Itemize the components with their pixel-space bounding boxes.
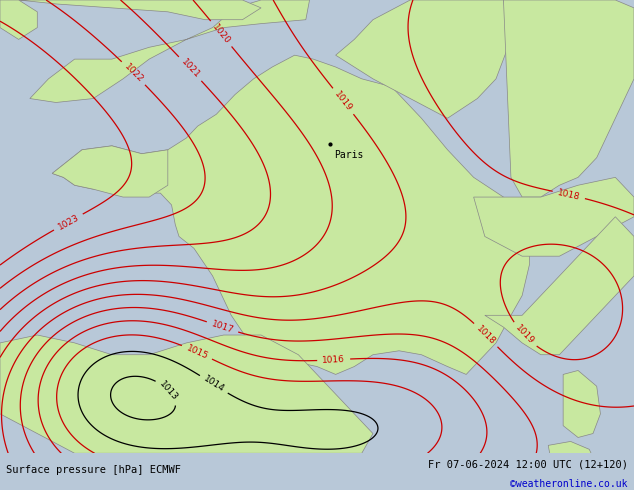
Text: 1015: 1015: [184, 343, 209, 361]
Text: 1014: 1014: [202, 374, 226, 394]
Text: Paris: Paris: [335, 149, 364, 160]
Text: Fr 07-06-2024 12:00 UTC (12+120): Fr 07-06-2024 12:00 UTC (12+120): [428, 459, 628, 469]
Text: 1019: 1019: [333, 89, 354, 113]
Polygon shape: [548, 441, 600, 490]
Text: 1018: 1018: [475, 324, 497, 346]
Polygon shape: [563, 370, 600, 438]
Text: 1022: 1022: [122, 62, 145, 84]
Polygon shape: [30, 0, 309, 102]
Text: 1013: 1013: [158, 379, 180, 402]
Text: 1019: 1019: [514, 323, 536, 346]
Text: 1021: 1021: [179, 57, 201, 80]
Polygon shape: [335, 0, 511, 118]
Text: ©weatheronline.co.uk: ©weatheronline.co.uk: [510, 480, 628, 490]
Text: Surface pressure [hPa] ECMWF: Surface pressure [hPa] ECMWF: [6, 465, 181, 475]
Text: 1016: 1016: [322, 355, 346, 365]
Text: 1020: 1020: [210, 22, 232, 46]
Text: 1018: 1018: [557, 188, 581, 202]
Polygon shape: [0, 335, 373, 453]
Polygon shape: [503, 0, 634, 197]
Text: 1017: 1017: [210, 319, 235, 335]
Text: 1023: 1023: [56, 213, 81, 231]
Polygon shape: [474, 177, 634, 256]
Polygon shape: [52, 146, 168, 197]
Polygon shape: [0, 0, 37, 39]
Polygon shape: [485, 217, 634, 355]
Polygon shape: [52, 55, 529, 374]
Polygon shape: [0, 0, 261, 20]
